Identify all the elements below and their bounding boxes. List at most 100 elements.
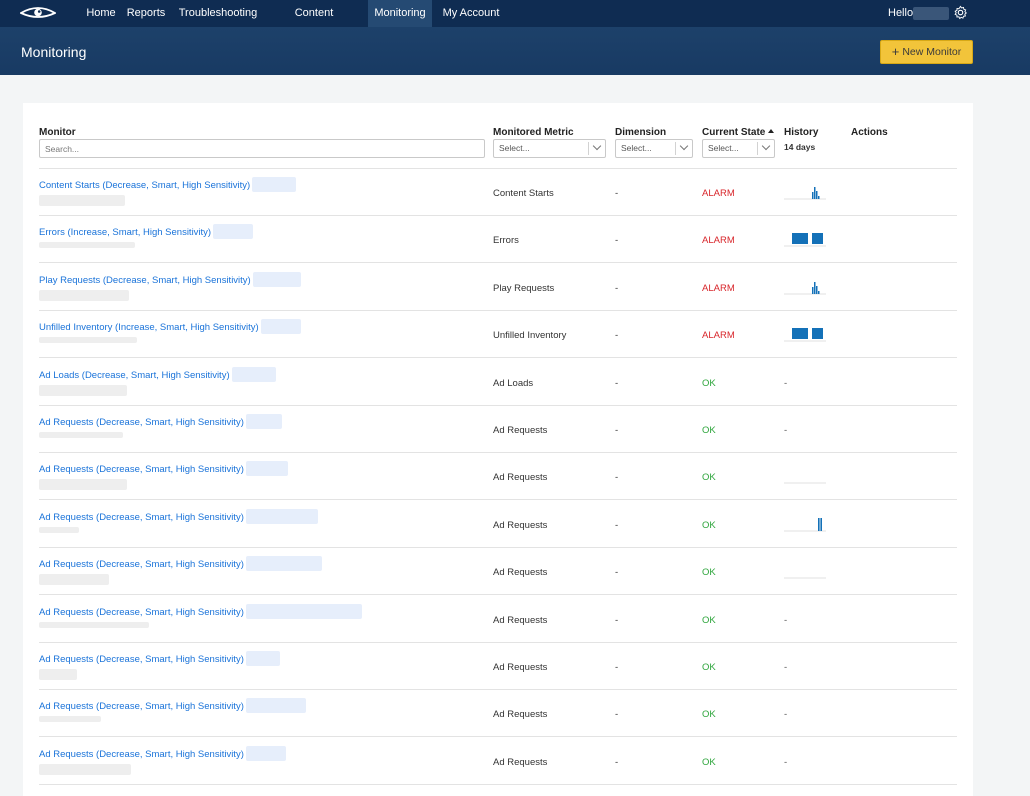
monitor-name-link[interactable]: Ad Requests (Decrease, Smart, High Sensi… [39, 654, 244, 665]
eye-logo-icon[interactable] [20, 6, 56, 20]
history-empty: - [784, 709, 788, 721]
table-row[interactable]: Ad Requests (Decrease, Smart, High Sensi… [39, 453, 957, 501]
history-sparkline[interactable] [784, 510, 826, 532]
history-sparkline[interactable] [784, 273, 826, 295]
redacted-tag [245, 603, 362, 619]
column-header-state[interactable]: Current State [702, 127, 775, 138]
dimension-cell: - [615, 567, 619, 579]
table-row[interactable]: Ad Requests (Decrease, Smart, High Sensi… [39, 501, 957, 548]
history-bar [812, 286, 814, 294]
nav-my-account[interactable]: My Account [438, 0, 504, 40]
column-header-metric: Monitored Metric [493, 127, 574, 138]
nav-monitoring[interactable]: Monitoring [368, 0, 432, 27]
metric-cell: Content Starts [493, 188, 554, 199]
dimension-cell: - [615, 235, 619, 247]
monitor-name-link[interactable]: Errors (Increase, Smart, High Sensitivit… [39, 227, 212, 239]
history-sparkline[interactable] [784, 462, 826, 484]
history-empty: - [784, 614, 788, 626]
table-row[interactable]: Ad Requests (Decrease, Smart, High Sensi… [39, 596, 957, 643]
state-cell: OK [702, 519, 716, 531]
monitor-name-link[interactable]: Ad Requests (Decrease, Smart, High Sensi… [39, 748, 244, 760]
history-sparkline[interactable] [784, 320, 826, 342]
table-row[interactable]: Ad Requests (Decrease, Smart, High Sensi… [39, 738, 957, 785]
table-row[interactable]: Ad Requests (Decrease, Smart, High Sensi… [39, 690, 957, 738]
metric-cell: Play Requests [493, 282, 555, 294]
table-row[interactable]: Ad Requests (Decrease, Smart, High Sensi… [39, 643, 957, 690]
history-bar [792, 233, 808, 245]
history-sparkline[interactable] [784, 225, 826, 247]
table-row[interactable]: Ad Requests (Decrease, Smart, High Sensi… [39, 548, 957, 596]
redacted-tag [213, 224, 254, 240]
new-monitor-button[interactable]: + New Monitor [880, 40, 973, 64]
monitor-name-link[interactable]: Ad Requests (Decrease, Smart, High Sensi… [39, 701, 244, 713]
dimension-cell: - [615, 425, 619, 436]
table-row[interactable]: Ad Requests (Decrease, Smart, High Sensi… [39, 406, 957, 453]
redacted-tag [245, 461, 288, 477]
redacted-subtitle [39, 574, 109, 586]
metric-filter-select[interactable]: Select... [493, 139, 606, 158]
column-header-dimension: Dimension [615, 127, 667, 138]
table-row[interactable]: Unfilled Inventory (Increase, Smart, Hig… [39, 311, 957, 359]
state-cell: OK [702, 662, 716, 673]
monitor-name-link[interactable]: Content Starts (Decrease, Smart, High Se… [39, 180, 251, 191]
table-row[interactable]: Errors (Increase, Smart, High Sensitivit… [39, 216, 957, 264]
redacted-subtitle [39, 716, 101, 723]
nav-reports[interactable]: Reports [126, 7, 166, 19]
dimension-cell: - [615, 519, 619, 531]
table-row[interactable]: Play Requests (Decrease, Smart, High Sen… [39, 264, 957, 311]
greeting: Hello, [888, 7, 917, 19]
monitor-name-link[interactable]: Play Requests (Decrease, Smart, High Sen… [39, 274, 251, 286]
state-cell: OK [702, 614, 716, 626]
dimension-cell: - [615, 472, 619, 484]
redacted-subtitle [39, 669, 77, 680]
metric-filter-placeholder: Select... [499, 143, 530, 153]
redacted-subtitle [39, 242, 135, 249]
gear-icon[interactable] [953, 5, 968, 20]
dimension-filter-select[interactable]: Select... [615, 139, 693, 158]
redacted-tag [252, 271, 301, 287]
state-filter-select[interactable]: Select... [702, 139, 775, 158]
nav-content-performance[interactable]: Content Performance [283, 7, 346, 45]
monitor-name-link[interactable]: Ad Requests (Decrease, Smart, High Sensi… [39, 464, 244, 476]
monitor-name-link[interactable]: Ad Loads (Decrease, Smart, High Sensitiv… [39, 369, 230, 381]
select-separator [588, 142, 589, 155]
nav-troubleshooting[interactable]: Troubleshooting [178, 7, 258, 19]
redacted-subtitle [39, 621, 149, 628]
redacted-subtitle [39, 432, 123, 438]
monitor-name-link[interactable]: Unfilled Inventory (Increase, Smart, Hig… [39, 322, 259, 334]
monitor-name-link[interactable]: Ad Requests (Decrease, Smart, High Sensi… [39, 559, 244, 571]
monitor-name-link[interactable]: Ad Requests (Decrease, Smart, High Sensi… [39, 606, 244, 618]
dimension-cell: - [615, 614, 619, 626]
monitor-name-link[interactable]: Ad Requests (Decrease, Smart, High Sensi… [39, 511, 244, 523]
redacted-subtitle [39, 479, 127, 491]
redacted-subtitle [39, 526, 79, 533]
history-empty: - [784, 756, 788, 768]
history-sparkline[interactable] [784, 557, 826, 579]
nav-home[interactable]: Home [86, 7, 116, 19]
state-filter-placeholder: Select... [708, 143, 739, 153]
metric-cell: Ad Requests [493, 662, 548, 673]
metric-cell: Unfilled Inventory [493, 330, 567, 342]
metric-cell: Errors [493, 235, 519, 247]
select-separator [757, 142, 758, 155]
metric-cell: Ad Requests [493, 425, 548, 436]
monitor-name-link[interactable]: Ad Requests (Decrease, Smart, High Sensi… [39, 417, 244, 428]
table-row[interactable]: Content Starts (Decrease, Smart, High Se… [39, 169, 957, 216]
table-row[interactable]: Ad Loads (Decrease, Smart, High Sensitiv… [39, 359, 957, 406]
column-header-monitor: Monitor [39, 127, 76, 138]
history-bar [812, 328, 823, 340]
metric-cell: Ad Requests [493, 709, 548, 721]
chevron-down-icon [761, 141, 771, 151]
column-header-actions: Actions [851, 127, 888, 138]
page-header: Monitoring + New Monitor [0, 27, 1030, 75]
monitor-search-input[interactable] [39, 139, 485, 158]
nav-my-account-label: My Account [442, 7, 500, 19]
history-bar [812, 192, 814, 199]
redacted-subtitle [39, 195, 125, 206]
redacted-tag [245, 651, 280, 666]
redacted-subtitle [39, 763, 131, 775]
redacted-subtitle [39, 289, 129, 301]
redacted-tag [231, 366, 276, 382]
history-sparkline[interactable] [784, 178, 826, 200]
redacted-tag [260, 319, 301, 335]
